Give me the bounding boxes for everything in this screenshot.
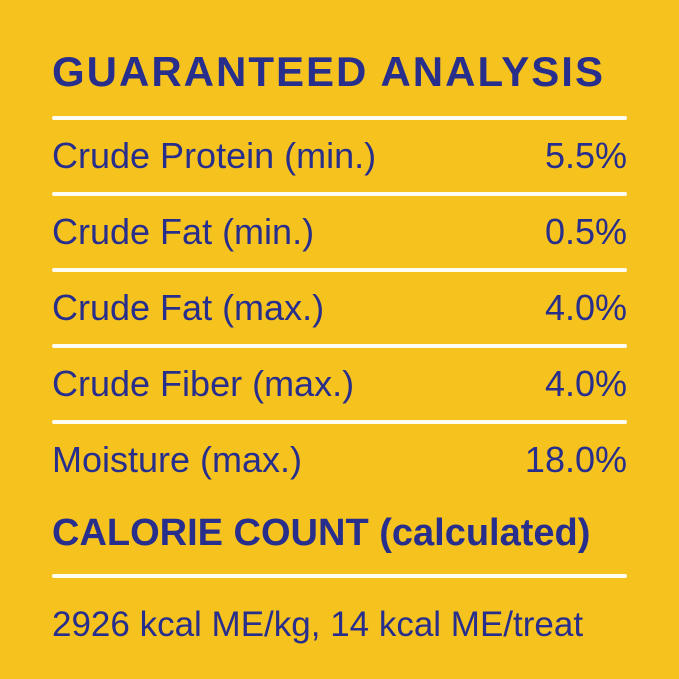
nutrient-value: 18.0% [524, 439, 627, 480]
nutrient-name: Crude Protein (min.) [52, 135, 377, 176]
nutrient-value: 4.0% [544, 363, 627, 404]
calorie-count-heading: CALORIE COUNT (calculated) [52, 512, 591, 554]
analysis-row: Crude Fat (max.) 4.0% [52, 272, 627, 344]
divider [52, 192, 627, 196]
calorie-statement: 2926 kcal ME/kg, 14 kcal ME/treat [52, 605, 584, 644]
nutrient-name: Moisture (max.) [52, 439, 303, 480]
analysis-row: Crude Fat (min.) 0.5% [52, 196, 627, 268]
divider [52, 420, 627, 424]
analysis-row: Moisture (max.) 18.0% [52, 424, 627, 496]
nutrient-value: 4.0% [544, 287, 627, 328]
divider [52, 116, 627, 120]
panel-title: GUARANTEED ANALYSIS [52, 48, 605, 95]
divider [52, 574, 627, 578]
nutrient-value: 0.5% [544, 211, 627, 252]
divider [52, 344, 627, 348]
nutrient-name: Crude Fat (min.) [52, 211, 315, 252]
divider [52, 268, 627, 272]
nutrient-value: 5.5% [544, 135, 627, 176]
analysis-row: Crude Protein (min.) 5.5% [52, 120, 627, 192]
nutrient-name: Crude Fiber (max.) [52, 363, 355, 404]
analysis-row: Crude Fiber (max.) 4.0% [52, 348, 627, 420]
nutrient-name: Crude Fat (max.) [52, 287, 325, 328]
